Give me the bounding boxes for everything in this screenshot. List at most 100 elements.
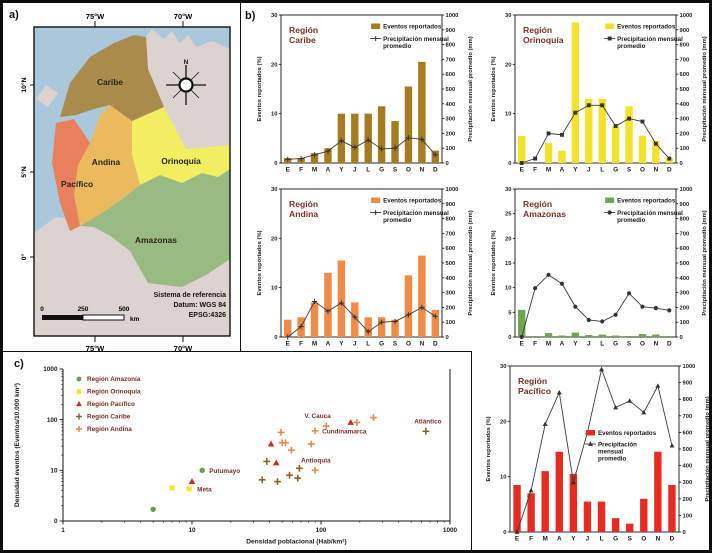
right-axis-label: Precipitación mensual promedio (mm) xyxy=(705,396,711,501)
svg-text:A: A xyxy=(560,167,565,174)
svg-text:100: 100 xyxy=(446,146,456,152)
svg-text:10: 10 xyxy=(50,468,58,475)
neighbor-land-south xyxy=(34,217,230,336)
svg-text:Precipitación: Precipitación xyxy=(598,442,637,449)
svg-text:A: A xyxy=(326,341,331,348)
svg-text:E: E xyxy=(520,167,525,174)
svg-text:400: 400 xyxy=(680,102,690,108)
map-bottom-tick-75w: 75°W xyxy=(86,344,105,353)
svg-text:500: 500 xyxy=(683,447,693,453)
svg-text:A: A xyxy=(557,536,562,543)
chart-title: Región Pacífico xyxy=(518,376,551,396)
svg-text:O: O xyxy=(406,167,411,174)
svg-text:200: 200 xyxy=(683,497,693,503)
scale-bar: 0 250 500 km xyxy=(40,306,139,323)
bar-S xyxy=(391,121,399,163)
svg-text:700: 700 xyxy=(683,414,693,420)
svg-text:600: 600 xyxy=(446,72,456,78)
map-frame xyxy=(33,26,231,337)
region-caribe xyxy=(60,35,164,121)
bar-M xyxy=(541,471,549,532)
svg-text:Eventos reportados: Eventos reportados xyxy=(617,198,676,205)
bar-L xyxy=(598,334,606,337)
panel-divider xyxy=(240,3,241,352)
svg-text:1: 1 xyxy=(61,527,65,534)
point-label: V. Cauca xyxy=(304,413,331,420)
bar-J xyxy=(585,335,593,337)
svg-text:1000: 1000 xyxy=(446,13,459,19)
map-left-tick-5n: 5°N xyxy=(20,166,28,177)
bar-J xyxy=(585,98,593,163)
svg-text:300: 300 xyxy=(683,480,693,486)
svg-text:Precipitación mensual: Precipitación mensual xyxy=(617,210,683,217)
svg-text:L: L xyxy=(600,341,604,348)
svg-text:10: 10 xyxy=(188,527,196,534)
svg-text:S: S xyxy=(628,536,633,543)
bar-O xyxy=(638,135,647,163)
chart-region-andina: 010203001002003004005006007008009001000E… xyxy=(257,187,474,348)
svg-text:promedio: promedio xyxy=(383,43,411,50)
precip-line xyxy=(521,274,670,338)
neighbor-land-panama xyxy=(36,85,58,107)
region-orinoquia xyxy=(132,107,230,185)
svg-text:Eventos reportados: Eventos reportados xyxy=(617,24,676,31)
panel-c-label: c) xyxy=(14,358,24,370)
svg-text:E: E xyxy=(520,341,525,348)
svg-text:300: 300 xyxy=(680,117,690,123)
chart-legend: Eventos reportados Precipitación mensualp… xyxy=(370,23,449,50)
right-axis-label: Precipitación mensual promedio (mm) xyxy=(702,210,708,315)
svg-text:L: L xyxy=(600,536,604,543)
svg-text:800: 800 xyxy=(683,397,693,403)
series-Región Caribe: Atlántico xyxy=(258,418,442,485)
svg-text:0: 0 xyxy=(54,518,58,525)
bar-D xyxy=(665,158,673,163)
map-label-amazonas: Amazonas xyxy=(135,235,177,245)
svg-text:N: N xyxy=(420,341,425,348)
svg-text:700: 700 xyxy=(680,231,690,237)
left-axis-label: Eventos reportados (%) xyxy=(491,230,497,295)
left-axis-label: Eventos reportados (%) xyxy=(491,56,497,121)
precip-line xyxy=(521,104,670,164)
svg-text:10: 10 xyxy=(505,112,511,118)
svg-text:N: N xyxy=(654,167,659,174)
bar-S xyxy=(625,106,633,163)
svg-text:promedio: promedio xyxy=(383,217,411,224)
map-left-tick-0: 0° xyxy=(20,253,28,260)
bar-S xyxy=(626,523,634,532)
svg-text:20: 20 xyxy=(505,236,511,242)
point-label: Meta xyxy=(197,486,212,493)
bar-G xyxy=(611,126,620,163)
svg-text:0: 0 xyxy=(446,335,449,341)
svg-text:100: 100 xyxy=(680,320,690,326)
chart-body-caribe: 010203001002003004005006007008009001000E… xyxy=(257,13,474,174)
bar-N xyxy=(418,61,426,163)
svg-text:D: D xyxy=(667,341,672,348)
bar-G xyxy=(611,518,620,532)
svg-text:F: F xyxy=(533,341,537,348)
svg-text:5: 5 xyxy=(508,310,512,316)
svg-text:L: L xyxy=(600,167,604,174)
svg-text:L: L xyxy=(366,167,370,174)
scatter-legend: Región Amazonía Región Orinoquía Región Pa… xyxy=(76,376,141,433)
region-pacifico xyxy=(52,119,90,231)
series-Región Orinoquía: Meta xyxy=(169,485,212,493)
svg-text:20: 20 xyxy=(271,62,277,68)
svg-text:30: 30 xyxy=(505,187,511,193)
svg-text:900: 900 xyxy=(683,381,693,387)
chart-title: Región Orinoquía xyxy=(523,25,564,45)
map-reference-line2: Datum: WGS 84 xyxy=(173,302,226,309)
svg-text:900: 900 xyxy=(680,202,690,208)
svg-text:G: G xyxy=(613,536,618,543)
svg-text:Región Andina: Región Andina xyxy=(87,426,132,433)
bar-M xyxy=(544,143,553,163)
region-amazonas xyxy=(80,169,230,287)
right-axis-label: Precipitación mensual promedio (mm) xyxy=(468,210,474,315)
chart-region-orinoquia: 010203001002003004005006007008009001000E… xyxy=(491,13,708,174)
bar-O xyxy=(640,498,648,532)
panel-a-label: a) xyxy=(9,9,19,21)
svg-text:F: F xyxy=(299,167,303,174)
svg-text:500: 500 xyxy=(680,87,690,93)
chart-body-pacifico: 010203001002003004005006007008009001000E… xyxy=(486,364,711,543)
svg-text:300: 300 xyxy=(680,291,690,297)
svg-text:A: A xyxy=(326,167,331,174)
